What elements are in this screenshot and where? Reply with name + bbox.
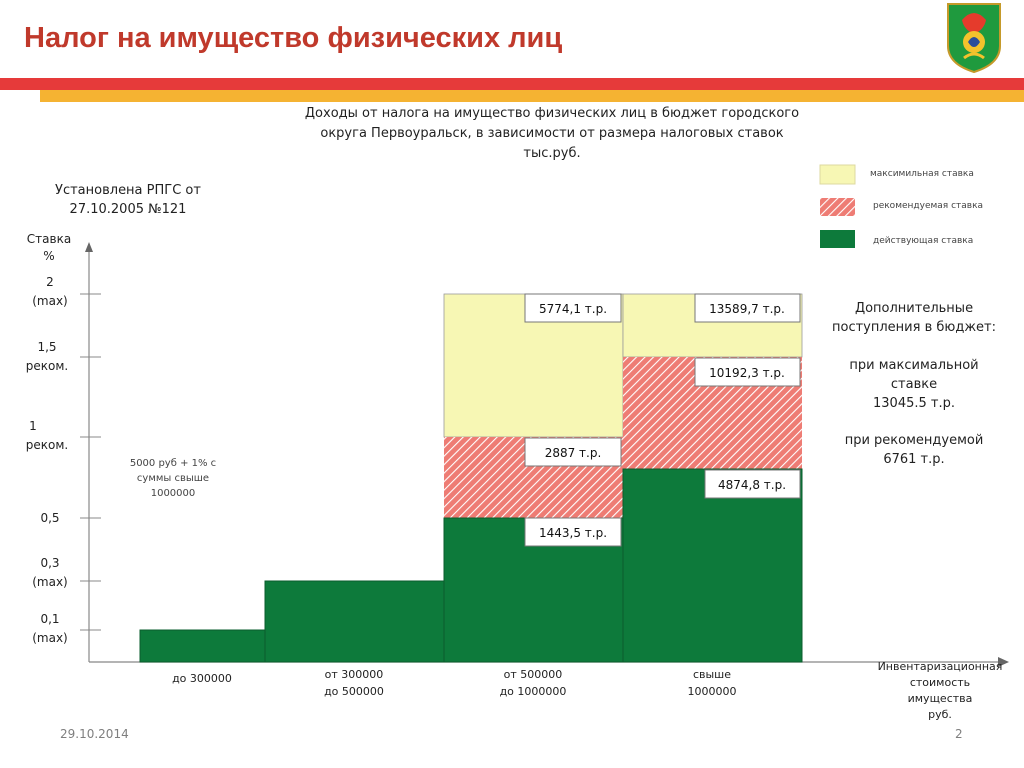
y-tick-label: 2 xyxy=(46,275,54,289)
city-crest-icon xyxy=(947,3,1001,74)
bar-value-label: 5774,1 т.р. xyxy=(539,302,607,316)
y-tick-label: реком. xyxy=(26,359,68,373)
x-axis-title: стоимость xyxy=(910,676,970,689)
bar-value-box xyxy=(694,293,801,323)
additional-income-text: при максимальной xyxy=(849,358,978,373)
x-axis-arrow-icon xyxy=(998,657,1009,667)
bar-value-label: 2887 т.р. xyxy=(545,446,602,460)
x-category-label: свыше xyxy=(693,668,731,681)
bar-value-box xyxy=(524,293,622,323)
chart-title: Доходы от налога на имущество физических… xyxy=(262,104,842,164)
y-tick-label: (max) xyxy=(32,575,68,589)
x-category-label: от 300000 xyxy=(325,668,384,681)
chart-title-line: тыс.руб. xyxy=(523,146,581,161)
legend-swatch-max xyxy=(819,164,856,185)
rate-annotation: суммы свыше xyxy=(137,473,209,484)
additional-income-text: 6761 т.р. xyxy=(883,452,944,467)
header-stripe-red xyxy=(0,78,1024,90)
x-category-label: от 500000 xyxy=(504,668,563,681)
slide-title: Налог на имущество физических лиц xyxy=(24,22,563,54)
legend-swatch-current xyxy=(820,230,855,248)
bar-value-box xyxy=(694,357,801,387)
additional-income-text: 13045.5 т.р. xyxy=(873,396,955,411)
page-number: 2 xyxy=(955,727,963,741)
legend-label-recommended: рекомендуемая ставка xyxy=(873,201,983,211)
x-axis-title: Инвентаризационная xyxy=(878,660,1003,673)
y-axis-title: Ставка xyxy=(27,232,71,246)
rate-annotation: 1000000 xyxy=(151,488,196,499)
x-category-label: 1000000 xyxy=(688,685,737,698)
bar-value-box xyxy=(524,437,622,467)
bar-current-rate xyxy=(139,629,266,663)
legend-label-max: максимильная ставка xyxy=(870,169,974,179)
additional-income-text: при рекомендуемой xyxy=(845,433,984,448)
rate-annotation: 5000 руб + 1% с xyxy=(130,458,216,469)
x-category-label: до 300000 xyxy=(172,672,232,685)
y-tick-label: 0,3 xyxy=(40,556,59,570)
chart-title-line: округа Первоуральск, в зависимости от ра… xyxy=(320,126,784,141)
footer-date: 29.10.2014 xyxy=(60,727,129,741)
bar-value-label: 10192,3 т.р. xyxy=(709,366,785,380)
y-tick-label: 1,5 xyxy=(37,340,56,354)
x-category-label: до 500000 xyxy=(324,685,384,698)
y-axis-title: % xyxy=(43,249,54,263)
chart-title-line: Доходы от налога на имущество физических… xyxy=(304,106,800,121)
y-tick-label: 1 xyxy=(29,419,37,433)
y-tick-label: 0,1 xyxy=(40,612,59,626)
bar-value-label: 13589,7 т.р. xyxy=(709,302,785,316)
legend-swatch-recommended xyxy=(820,198,855,216)
y-tick-label: реком. xyxy=(26,438,68,452)
bar-value-label: 1443,5 т.р. xyxy=(539,526,607,540)
y-tick-label: (max) xyxy=(32,631,68,645)
additional-income-text: Дополнительные xyxy=(855,301,973,316)
legend-label-current: действующая ставка xyxy=(873,236,973,246)
regulation-note: 27.10.2005 №121 xyxy=(70,202,187,217)
bar-value-box xyxy=(704,469,801,499)
bar-current-rate xyxy=(622,468,803,663)
x-axis-title: руб. xyxy=(928,708,952,721)
bar-value-label: 4874,8 т.р. xyxy=(718,478,786,492)
y-tick-label: (max) xyxy=(32,294,68,308)
bar-value-box xyxy=(524,517,622,547)
bar-current-rate xyxy=(264,580,445,663)
additional-income-text: ставке xyxy=(891,377,937,392)
header-stripe-orange xyxy=(40,90,1024,102)
y-tick-label: 0,5 xyxy=(40,511,59,525)
x-axis-title: имущества xyxy=(908,692,973,705)
regulation-note: Установлена РПГС от xyxy=(55,183,201,198)
y-axis-arrow-icon xyxy=(85,242,93,252)
additional-income-text: поступления в бюджет: xyxy=(832,320,996,335)
x-category-label: до 1000000 xyxy=(500,685,567,698)
